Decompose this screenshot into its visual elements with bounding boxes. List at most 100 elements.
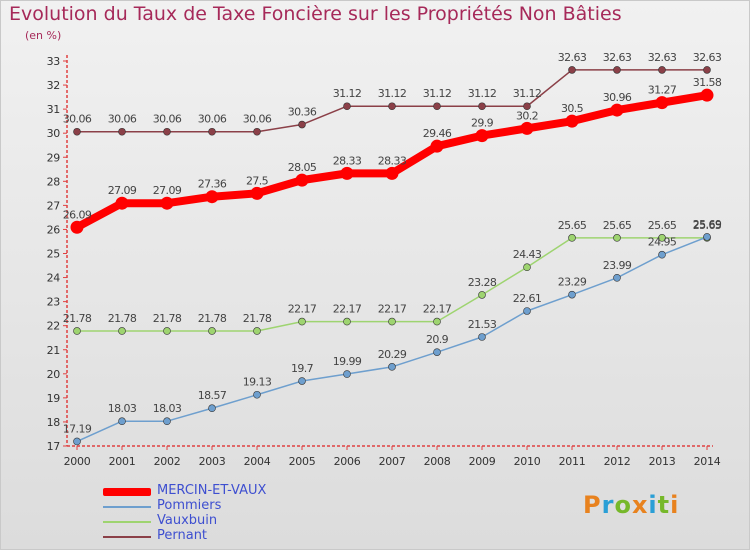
data-point: [205, 190, 219, 204]
logo-letter: P: [583, 491, 602, 519]
data-point: [433, 348, 441, 356]
data-label: 31.58: [693, 76, 722, 89]
data-label: 29.9: [471, 117, 494, 130]
data-label: 25.65: [648, 219, 677, 232]
data-label: 32.63: [693, 51, 722, 64]
y-tick-label: 25: [47, 248, 61, 261]
data-label: 30.2: [516, 109, 538, 122]
data-label: 32.63: [648, 51, 677, 64]
data-label: 24.43: [513, 248, 542, 261]
data-point: [700, 88, 714, 102]
data-label: 30.06: [198, 113, 227, 126]
data-label: 30.06: [243, 113, 272, 126]
data-label: 30.96: [603, 91, 632, 104]
data-point: [388, 317, 396, 326]
y-tick-label: 28: [47, 175, 61, 188]
x-tick-label: 2008: [424, 455, 451, 468]
data-label: 23.99: [603, 259, 632, 272]
x-tick-label: 2013: [649, 455, 676, 468]
data-label: 27.36: [198, 178, 227, 191]
data-point: [73, 327, 81, 335]
data-point: [565, 114, 579, 128]
data-point: [208, 127, 216, 136]
data-label: 28.33: [378, 154, 407, 167]
data-label: 27.09: [108, 184, 137, 197]
data-point: [388, 363, 396, 371]
data-point: [118, 127, 126, 136]
data-label: 19.99: [333, 355, 362, 368]
data-label: 21.78: [63, 312, 92, 325]
data-label: 18.03: [108, 402, 137, 415]
logo-letter: i: [648, 491, 658, 519]
legend-label-mercin: MERCIN-ET-VAUX: [157, 483, 267, 498]
data-point: [703, 233, 711, 241]
data-point: [343, 317, 351, 326]
data-point: [295, 173, 309, 187]
x-tick-label: 2000: [64, 455, 91, 468]
data-label: 22.17: [423, 303, 452, 316]
logo-letter: o: [614, 491, 632, 519]
data-point: [658, 66, 666, 74]
data-label: 31.12: [468, 87, 497, 100]
data-label: 31.12: [423, 87, 452, 100]
data-label: 18.03: [153, 402, 182, 415]
data-label: 32.63: [603, 51, 632, 64]
data-point: [523, 307, 531, 315]
logo-letter: r: [601, 491, 615, 519]
data-point: [610, 103, 624, 117]
data-label: 30.06: [63, 113, 92, 126]
data-point: [163, 417, 171, 426]
data-point: [253, 390, 261, 399]
logo-letter: i: [670, 491, 680, 519]
x-tick-label: 2011: [559, 455, 586, 468]
data-point: [703, 66, 711, 74]
data-point: [613, 66, 621, 74]
data-point: [433, 317, 441, 326]
data-label: 28.05: [288, 161, 317, 174]
data-label: 21.78: [198, 312, 227, 325]
y-tick-label: 23: [47, 296, 61, 309]
data-label: 24.95: [648, 236, 677, 249]
data-label: 19.7: [291, 362, 314, 375]
data-label: 23.29: [558, 276, 587, 289]
data-point: [70, 220, 84, 234]
data-point: [658, 250, 666, 259]
y-tick-label: 18: [47, 416, 61, 429]
y-tick-label: 27: [47, 199, 61, 212]
chart-subtitle: (en %): [25, 29, 62, 42]
data-point: [298, 317, 306, 326]
data-label: 21.53: [468, 318, 497, 331]
legend-label-vauxbuin: Vauxbuin: [157, 513, 218, 528]
data-point: [253, 327, 261, 335]
y-tick-label: 26: [47, 223, 61, 236]
data-point: [253, 127, 261, 136]
data-label: 22.17: [333, 303, 362, 316]
data-label: 20.29: [378, 348, 407, 361]
data-point: [613, 234, 621, 242]
data-label: 31.12: [333, 87, 362, 100]
data-label: 30.06: [153, 113, 182, 126]
proxiti-logo: Proxiti: [583, 491, 679, 519]
y-tick-label: 21: [47, 344, 60, 357]
data-point: [73, 437, 81, 446]
x-tick-label: 2012: [604, 455, 631, 468]
data-point: [655, 96, 669, 110]
data-point: [73, 127, 81, 136]
y-tick-label: 32: [47, 79, 60, 92]
data-label: 27.09: [153, 184, 182, 197]
x-tick-label: 2014: [694, 455, 721, 468]
data-point: [568, 234, 576, 242]
data-label: 21.78: [153, 312, 182, 325]
data-label: 31.27: [648, 84, 677, 97]
data-label: 22.17: [378, 303, 407, 316]
x-tick-label: 2001: [109, 455, 136, 468]
legend-label-pernant: Pernant: [157, 528, 208, 543]
data-label: 25.65: [693, 219, 722, 232]
data-point: [385, 166, 399, 180]
data-point: [343, 370, 351, 378]
data-point: [520, 121, 534, 135]
data-label: 25.69: [693, 218, 722, 231]
data-point: [340, 166, 354, 180]
